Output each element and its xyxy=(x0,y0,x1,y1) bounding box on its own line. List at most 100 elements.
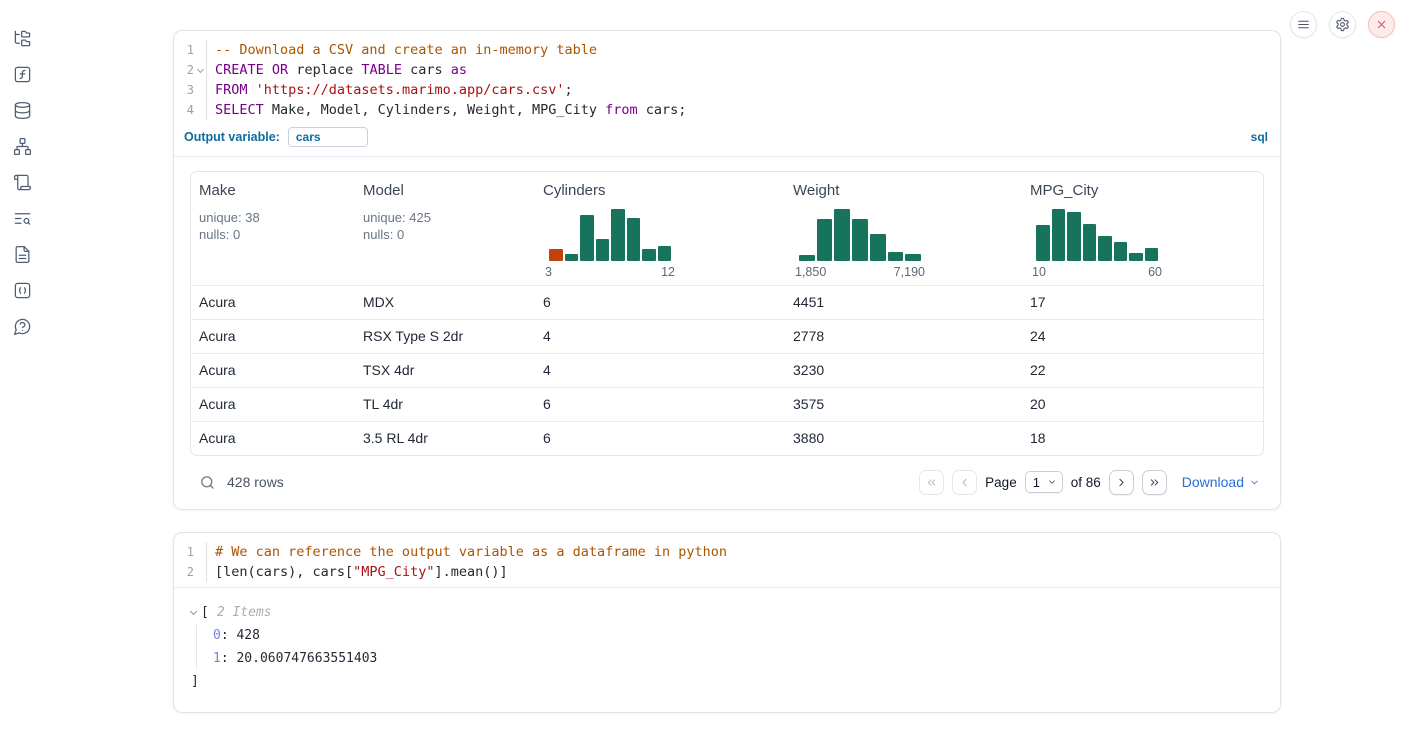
histogram-bar[interactable] xyxy=(611,209,625,261)
code-token: Make, Model, Cylinders, Weight, MPG_City xyxy=(263,102,606,118)
code-token xyxy=(264,62,272,78)
table-cell: 6 xyxy=(543,294,551,310)
sidebar-item-scratchpad[interactable] xyxy=(4,164,40,200)
table-cell: MDX xyxy=(363,294,395,310)
cell-divider xyxy=(174,587,1280,588)
column-header-cylinders[interactable]: Cylinders 3 12 xyxy=(535,172,785,285)
table-search-button[interactable] xyxy=(196,471,218,493)
line-number: 2 xyxy=(186,63,194,77)
histogram-bar[interactable] xyxy=(1129,253,1143,261)
table-row[interactable]: Acura 3.5 RL 4dr 6 3880 18 xyxy=(191,421,1263,455)
histogram-bar[interactable] xyxy=(564,254,578,261)
histogram-bar[interactable] xyxy=(816,219,833,261)
chevron-down-icon xyxy=(196,65,204,74)
download-button[interactable]: Download xyxy=(1182,474,1260,490)
page-label: Page xyxy=(985,474,1017,490)
sidebar-item-documentation[interactable] xyxy=(4,236,40,272)
table-row[interactable]: Acura TL 4dr 6 3575 20 xyxy=(191,387,1263,421)
histogram-bar[interactable] xyxy=(642,249,656,261)
line-number: 2 xyxy=(186,565,194,579)
histogram-bar[interactable] xyxy=(626,218,640,261)
code-text[interactable]: CREATE OR replace TABLE cars as xyxy=(206,60,1280,80)
collapse-chevron-icon[interactable] xyxy=(189,607,198,616)
tree-item-value: 20.060747663551403 xyxy=(236,651,378,666)
histogram-bar[interactable] xyxy=(852,219,868,261)
sidebar-item-snippets[interactable] xyxy=(4,272,40,308)
table-cell: 4 xyxy=(543,362,551,378)
output-variable-row: Output variable: sql xyxy=(174,125,1280,156)
code-text[interactable]: [len(cars), cars["MPG_City"].mean()] xyxy=(206,562,1280,582)
histogram-bar[interactable] xyxy=(657,246,671,261)
sidebar-item-help[interactable] xyxy=(4,308,40,344)
first-page-button[interactable] xyxy=(919,469,945,495)
table-cell: 6 xyxy=(543,396,551,412)
next-page-button[interactable] xyxy=(1108,469,1134,495)
cell-divider xyxy=(174,156,1280,157)
histogram-bar[interactable] xyxy=(1051,209,1065,261)
code-token xyxy=(248,82,256,98)
sidebar-item-logs[interactable] xyxy=(4,200,40,236)
table-row[interactable]: Acura RSX Type S 2dr 4 2778 24 xyxy=(191,319,1263,353)
tree-items-count: 2 Items xyxy=(216,605,272,620)
fold-spacer xyxy=(194,542,206,562)
code-text[interactable]: FROM 'https://datasets.marimo.app/cars.c… xyxy=(206,80,1280,100)
code-text[interactable]: SELECT Make, Model, Cylinders, Weight, M… xyxy=(206,100,1280,120)
code-token: # We can reference the output variable a… xyxy=(215,544,728,560)
histogram-bar[interactable] xyxy=(869,234,886,261)
histogram-bar[interactable] xyxy=(1082,224,1096,261)
notebook-menu-button[interactable] xyxy=(1290,11,1317,38)
settings-button[interactable] xyxy=(1329,11,1356,38)
column-stat: unique: 425 xyxy=(363,210,431,225)
histogram-bar[interactable] xyxy=(1098,236,1112,261)
sidebar-item-file-explorer[interactable] xyxy=(4,20,40,56)
column-header-model[interactable]: Model unique: 425 nulls: 0 xyxy=(355,172,535,285)
histogram-bar[interactable] xyxy=(595,239,609,261)
column-title: Weight xyxy=(793,182,840,199)
column-header-mpg_city[interactable]: MPG_City 10 60 xyxy=(1022,172,1263,285)
histogram-bar[interactable] xyxy=(799,255,815,261)
sql-code-editor[interactable]: 1 -- Download a CSV and create an in-memo… xyxy=(174,31,1280,125)
tree-item-value: 428 xyxy=(236,628,260,643)
python-code-editor[interactable]: 1 # We can reference the output variable … xyxy=(174,533,1280,587)
histogram-bar[interactable] xyxy=(1113,242,1127,261)
code-line: 1 -- Download a CSV and create an in-memo… xyxy=(174,40,1280,60)
tree-root-row[interactable]: [ 2 Items xyxy=(189,602,1264,623)
table-cell: Acura xyxy=(199,396,236,412)
column-header-weight[interactable]: Weight 1,850 7,190 xyxy=(785,172,1022,285)
sidebar-item-dependency-graph[interactable] xyxy=(4,128,40,164)
column-title: Model xyxy=(363,182,404,199)
histogram-bar[interactable] xyxy=(887,252,904,261)
histogram-bar[interactable] xyxy=(1067,212,1081,261)
last-page-button[interactable] xyxy=(1141,469,1167,495)
pagination: Page 1 of 86 xyxy=(919,469,1167,495)
axis-min-label: 10 xyxy=(1032,265,1046,279)
histogram-bar[interactable] xyxy=(580,215,594,261)
histogram-bar[interactable] xyxy=(1144,248,1158,261)
output-variable-input[interactable] xyxy=(287,127,368,147)
code-text[interactable]: -- Download a CSV and create an in-memor… xyxy=(206,40,1280,60)
column-title: Make xyxy=(199,182,236,199)
text-search-icon xyxy=(14,212,30,225)
sidebar-item-functions[interactable] xyxy=(4,56,40,92)
shutdown-button[interactable] xyxy=(1368,11,1395,38)
code-text[interactable]: # We can reference the output variable a… xyxy=(206,542,1280,562)
table-cell: 22 xyxy=(1030,362,1046,378)
code-parentheses-icon xyxy=(14,282,30,298)
histogram-bar[interactable] xyxy=(549,249,563,261)
fold-spacer xyxy=(194,100,206,120)
table-row[interactable]: Acura TSX 4dr 4 3230 22 xyxy=(191,353,1263,387)
histogram-bar[interactable] xyxy=(834,209,851,261)
prev-page-button[interactable] xyxy=(952,469,978,495)
table-header: Make unique: 38 nulls: 0 Model unique: 425 nu… xyxy=(191,172,1263,285)
page-select[interactable]: 1 xyxy=(1024,471,1063,493)
histogram xyxy=(799,209,922,261)
fold-chevron-icon[interactable] xyxy=(194,60,206,80)
histogram-bar[interactable] xyxy=(1036,225,1050,261)
column-header-make[interactable]: Make unique: 38 nulls: 0 xyxy=(191,172,355,285)
histogram-bar[interactable] xyxy=(905,254,922,261)
chevron-down-icon xyxy=(1251,480,1258,484)
sidebar-item-data-sources[interactable] xyxy=(4,92,40,128)
table-row[interactable]: Acura MDX 6 4451 17 xyxy=(191,285,1263,319)
table-cell: 17 xyxy=(1030,294,1046,310)
column-stat: nulls: 0 xyxy=(363,226,405,242)
